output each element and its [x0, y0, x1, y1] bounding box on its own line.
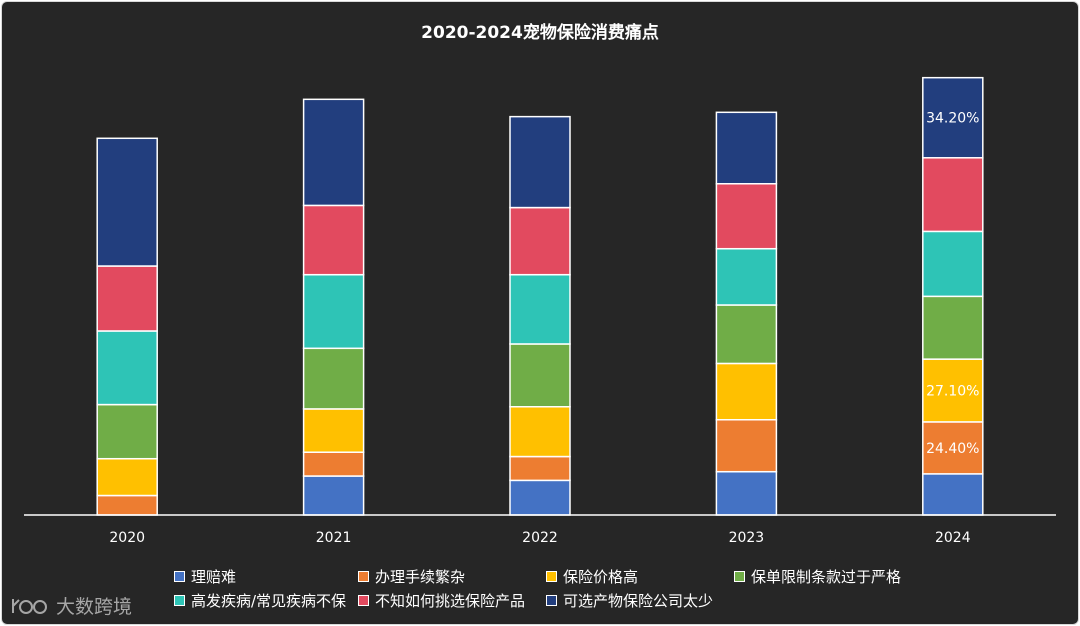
- legend-swatch: [546, 570, 557, 582]
- bar-segment: [96, 457, 158, 497]
- data-label: 27.10%: [926, 384, 979, 400]
- bar-segment: [715, 111, 778, 185]
- bar-segment: [922, 358, 984, 423]
- legend-item[interactable]: 保险价格高: [546, 566, 734, 587]
- legend-label: 高发疾病/常见疾病不保: [191, 591, 347, 610]
- bar-segment: [715, 183, 778, 250]
- bar-segment: [715, 418, 778, 473]
- logo-icon: [12, 598, 47, 614]
- legend-item[interactable]: 理赔难: [174, 566, 358, 587]
- bar-segment: [96, 330, 158, 406]
- bar-segment: [922, 295, 984, 360]
- bar-segment: [922, 230, 984, 298]
- legend-swatch: [358, 594, 369, 606]
- bar-segment: [922, 76, 984, 159]
- legend-item[interactable]: 保单限制条款过于严格: [734, 566, 901, 587]
- bar-segment: [96, 494, 158, 516]
- bar-segment: [509, 343, 571, 408]
- legend-label: 办理手续繁杂: [375, 567, 466, 586]
- bar-segment: [509, 406, 571, 458]
- bar-segment: [509, 115, 571, 209]
- legend-item[interactable]: 办理手续繁杂: [358, 566, 546, 587]
- legend-swatch: [358, 570, 369, 582]
- legend-label: 保险价格高: [563, 567, 639, 586]
- legend-label: 理赔难: [191, 567, 237, 586]
- bar-segment: [302, 408, 365, 453]
- bar-segment: [509, 479, 571, 516]
- bar-segment: [509, 273, 571, 345]
- legend-item[interactable]: 不知如何挑选保险产品: [358, 590, 546, 611]
- legend-label: 保单限制条款过于严格: [751, 567, 902, 586]
- bar-segment: [715, 247, 778, 306]
- bar-segment: [302, 451, 365, 477]
- bar-segment: [922, 157, 984, 233]
- data-label: 34.20%: [926, 111, 979, 127]
- legend-item[interactable]: 高发疾病/常见疾病不保: [174, 590, 358, 611]
- legend-swatch: [546, 594, 557, 606]
- bar-segment: [302, 347, 365, 410]
- watermark-text: 大数跨境: [56, 596, 133, 618]
- watermark: 大数跨境: [10, 592, 132, 619]
- bar-segment: [715, 470, 778, 516]
- bar-segment: [715, 304, 778, 365]
- x-tick-label: 2020: [109, 530, 145, 546]
- data-label: 24.40%: [926, 441, 979, 457]
- x-tick-label: 2021: [316, 530, 352, 546]
- bar-segment: [509, 206, 571, 276]
- bar-segment: [96, 137, 158, 267]
- bar-segment: [715, 362, 778, 421]
- bar-segment: [302, 204, 365, 276]
- legend-row-2: 高发疾病/常见疾病不保 不知如何挑选保险产品 可选产物保险公司太少: [174, 588, 934, 612]
- bar-segment: [302, 475, 365, 516]
- legend: 理赔难 办理手续繁杂 保险价格高 保单限制条款过于严格 高发疾病/常见疾病不保: [174, 564, 934, 612]
- x-tick-label: 2022: [522, 530, 558, 546]
- x-tick-label: 2023: [729, 530, 765, 546]
- chart-title: 2020-2024宠物保险消费痛点: [421, 23, 659, 43]
- legend-row-1: 理赔难 办理手续繁杂 保险价格高 保单限制条款过于严格: [174, 564, 934, 588]
- bar-segment: [302, 273, 365, 350]
- legend-label: 不知如何挑选保险产品: [375, 591, 526, 610]
- bar-segment: [302, 98, 365, 207]
- legend-label: 可选产物保险公司太少: [563, 591, 714, 610]
- legend-item[interactable]: 可选产物保险公司太少: [546, 590, 713, 611]
- x-tick-label: 2024: [935, 530, 971, 546]
- legend-swatch: [734, 570, 745, 582]
- legend-swatch: [174, 594, 185, 606]
- bar-segment: [509, 455, 571, 482]
- bar-segment: [96, 265, 158, 332]
- bar-segment: [922, 473, 984, 516]
- bar-segment: [96, 403, 158, 460]
- legend-swatch: [174, 570, 185, 582]
